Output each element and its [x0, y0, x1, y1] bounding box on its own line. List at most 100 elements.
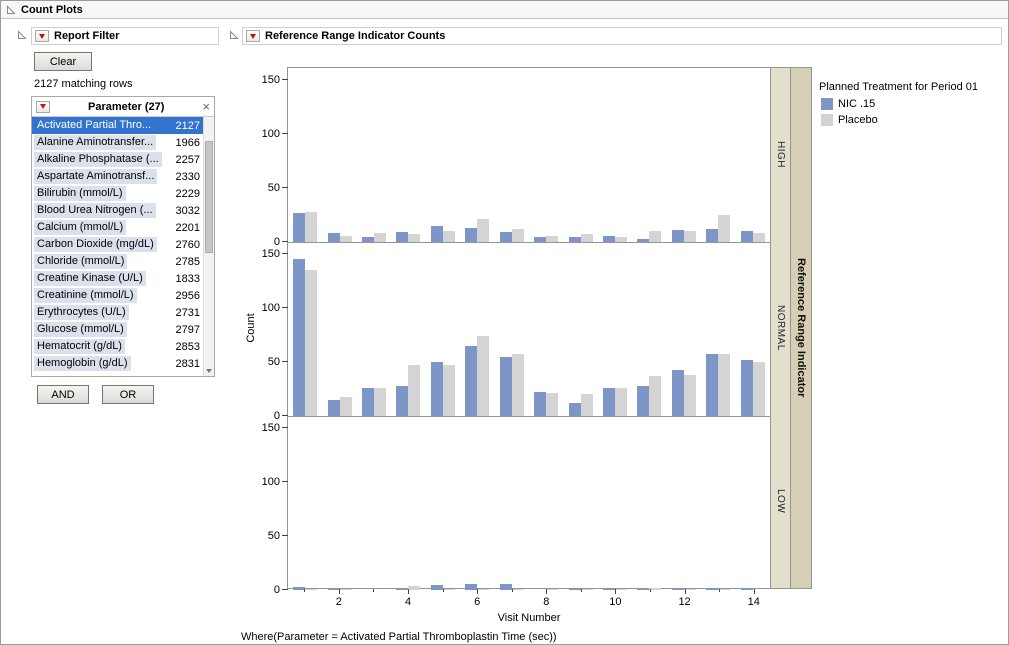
parameter-list-item[interactable]: Creatinine (mmol/L) 2956	[32, 287, 203, 304]
bar-nic-15[interactable]	[534, 392, 547, 416]
bar-nic-15[interactable]	[327, 233, 340, 242]
bar-nic-15[interactable]	[706, 587, 719, 590]
bar-nic-15[interactable]	[740, 359, 753, 416]
parameter-list-item[interactable]: Aspartate Aminotransf... 2330	[32, 168, 203, 185]
bar-placebo[interactable]	[683, 588, 696, 590]
parameter-list-item[interactable]: Glucose (mmol/L) 2797	[32, 321, 203, 338]
bar-placebo[interactable]	[752, 233, 765, 242]
bar-placebo[interactable]	[374, 387, 387, 416]
bar-placebo[interactable]	[546, 235, 559, 242]
parameter-list-item[interactable]: Alanine Aminotransfer... 1966	[32, 134, 203, 151]
bar-nic-15[interactable]	[465, 345, 478, 416]
bar-placebo[interactable]	[305, 270, 318, 416]
parameter-list-item[interactable]: Chloride (mmol/L) 2785	[32, 253, 203, 270]
bar-placebo[interactable]	[649, 376, 662, 416]
parameter-list-item[interactable]: Bilirubin (mmol/L) 2229	[32, 185, 203, 202]
bar-nic-15[interactable]	[671, 588, 684, 590]
disclosure-triangle-icon[interactable]	[6, 4, 16, 15]
bar-nic-15[interactable]	[362, 236, 375, 242]
bar-placebo[interactable]	[580, 234, 593, 242]
bar-placebo[interactable]	[546, 393, 559, 416]
bar-nic-15[interactable]	[637, 588, 650, 590]
bar-nic-15[interactable]	[327, 588, 340, 590]
bar-nic-15[interactable]	[740, 231, 753, 242]
bar-nic-15[interactable]	[293, 259, 306, 416]
bar-nic-15[interactable]	[396, 385, 409, 416]
bar-nic-15[interactable]	[499, 356, 512, 416]
legend-entry[interactable]: Placebo	[821, 113, 878, 126]
close-icon[interactable]: ×	[202, 99, 210, 114]
disclosure-triangle-icon[interactable]	[229, 30, 239, 40]
bar-nic-15[interactable]	[603, 235, 615, 242]
bar-nic-15[interactable]	[430, 362, 443, 416]
red-triangle-menu-icon[interactable]	[36, 100, 50, 113]
bar-nic-15[interactable]	[706, 229, 719, 242]
bar-nic-15[interactable]	[293, 586, 306, 590]
bar-nic-15[interactable]	[637, 238, 650, 242]
parameter-list-item[interactable]: Calcium (mmol/L) 2201	[32, 219, 203, 236]
bar-placebo[interactable]	[580, 394, 593, 416]
bar-nic-15[interactable]	[293, 212, 306, 242]
bar-placebo[interactable]	[477, 219, 490, 242]
bar-nic-15[interactable]	[499, 583, 512, 590]
bar-nic-15[interactable]	[430, 225, 443, 242]
bar-nic-15[interactable]	[603, 588, 615, 590]
parameter-list-item[interactable]: Activated Partial Thro... 2127	[32, 117, 203, 134]
reference-range-header[interactable]: Reference Range Indicator Counts	[242, 27, 1002, 45]
report-filter-header[interactable]: Report Filter	[31, 27, 219, 45]
bar-nic-15[interactable]	[568, 588, 581, 590]
bar-placebo[interactable]	[408, 234, 421, 242]
bar-placebo[interactable]	[305, 588, 318, 590]
scroll-down-arrow-icon[interactable]	[206, 369, 212, 373]
bar-placebo[interactable]	[752, 362, 765, 416]
bar-placebo[interactable]	[442, 231, 455, 242]
bar-placebo[interactable]	[511, 229, 524, 242]
bar-nic-15[interactable]	[671, 230, 684, 242]
bar-nic-15[interactable]	[362, 387, 375, 416]
bar-placebo[interactable]	[442, 365, 455, 416]
bar-placebo[interactable]	[408, 365, 421, 416]
bar-placebo[interactable]	[339, 235, 352, 242]
bar-nic-15[interactable]	[396, 232, 409, 242]
bar-placebo[interactable]	[615, 236, 627, 242]
bar-placebo[interactable]	[615, 588, 627, 590]
bar-placebo[interactable]	[511, 588, 524, 590]
bar-placebo[interactable]	[339, 588, 352, 590]
bar-nic-15[interactable]	[430, 584, 443, 590]
bar-placebo[interactable]	[580, 588, 593, 590]
parameter-list-item[interactable]: Alkaline Phosphatase (... 2257	[32, 151, 203, 168]
parameter-list-item[interactable]: Erythrocytes (U/L) 2731	[32, 304, 203, 321]
bar-placebo[interactable]	[442, 588, 455, 590]
bar-placebo[interactable]	[339, 396, 352, 416]
bar-placebo[interactable]	[718, 588, 731, 590]
bar-placebo[interactable]	[615, 387, 627, 416]
scrollbar-thumb[interactable]	[205, 141, 213, 253]
parameter-list-item[interactable]: Blood Urea Nitrogen (... 3032	[32, 202, 203, 219]
bar-nic-15[interactable]	[465, 583, 478, 590]
parameter-list-item[interactable]: Hematocrit (g/dL) 2853	[32, 338, 203, 355]
clear-button[interactable]: Clear	[34, 52, 92, 71]
bar-nic-15[interactable]	[465, 227, 478, 242]
bar-placebo[interactable]	[546, 588, 559, 590]
red-triangle-menu-icon[interactable]	[246, 30, 260, 42]
bar-placebo[interactable]	[718, 215, 731, 242]
bar-placebo[interactable]	[683, 374, 696, 416]
bar-placebo[interactable]	[305, 211, 318, 242]
bar-placebo[interactable]	[649, 587, 662, 590]
bar-placebo[interactable]	[374, 233, 387, 242]
and-button[interactable]: AND	[37, 385, 89, 404]
parameter-list-item[interactable]: Hemoglobin (g/dL) 2831	[32, 355, 203, 372]
bar-nic-15[interactable]	[499, 232, 512, 242]
bar-nic-15[interactable]	[671, 369, 684, 416]
bar-nic-15[interactable]	[603, 387, 615, 416]
bar-placebo[interactable]	[477, 588, 490, 590]
parameter-list-scrollbar[interactable]	[203, 117, 214, 376]
parameter-list-item[interactable]: Creatine Kinase (U/L) 1833	[32, 270, 203, 287]
bar-placebo[interactable]	[683, 231, 696, 242]
legend-entry[interactable]: NIC .15	[821, 97, 878, 110]
count-plots-outline-bar[interactable]: Count Plots	[1, 1, 1008, 19]
x-axis-title[interactable]: Visit Number	[497, 612, 561, 624]
or-button[interactable]: OR	[102, 385, 154, 404]
y-axis-title[interactable]: Count	[245, 313, 257, 343]
bar-nic-15[interactable]	[568, 236, 581, 242]
